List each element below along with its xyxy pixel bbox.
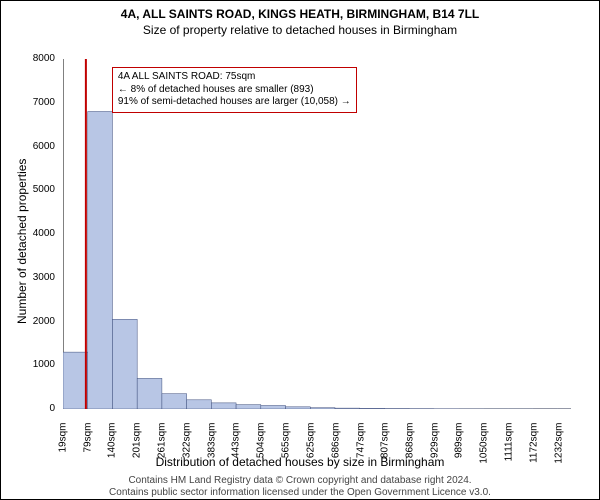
y-tick-label: 6000 <box>15 141 55 152</box>
annotation-box: 4A ALL SAINTS ROAD: 75sqm ← 8% of detach… <box>112 67 357 113</box>
y-tick-label: 2000 <box>15 316 55 327</box>
annotation-line-1: 4A ALL SAINTS ROAD: 75sqm <box>118 71 351 84</box>
chart-title: 4A, ALL SAINTS ROAD, KINGS HEATH, BIRMIN… <box>1 7 599 21</box>
y-tick-label: 7000 <box>15 97 55 108</box>
y-tick-label: 1000 <box>15 359 55 370</box>
y-tick-label: 3000 <box>15 272 55 283</box>
x-axis-label: Distribution of detached houses by size … <box>1 455 599 469</box>
annotation-line-2: ← 8% of detached houses are smaller (893… <box>118 84 351 97</box>
y-tick-label: 8000 <box>15 53 55 64</box>
footer-line-1: Contains HM Land Registry data © Crown c… <box>1 475 599 486</box>
annotation-line-3: 91% of semi-detached houses are larger (… <box>118 96 351 109</box>
y-tick-label: 4000 <box>15 228 55 239</box>
y-tick-label: 0 <box>15 403 55 414</box>
figure-root: 4A, ALL SAINTS ROAD, KINGS HEATH, BIRMIN… <box>0 0 600 500</box>
chart-subtitle: Size of property relative to detached ho… <box>1 23 599 37</box>
y-tick-label: 5000 <box>15 184 55 195</box>
footer-line-2: Contains public sector information licen… <box>1 487 599 498</box>
